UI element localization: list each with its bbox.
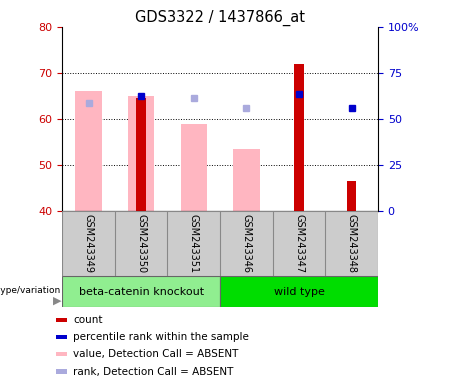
- Text: ▶: ▶: [53, 296, 61, 306]
- Bar: [128, 96, 154, 211]
- Bar: [56, 335, 66, 339]
- Bar: [62, 276, 220, 307]
- Text: GSM243346: GSM243346: [242, 214, 251, 273]
- Text: GSM243347: GSM243347: [294, 214, 304, 273]
- Text: wild type: wild type: [274, 287, 325, 297]
- Text: GSM243349: GSM243349: [83, 214, 94, 273]
- Bar: [76, 91, 102, 211]
- Text: percentile rank within the sample: percentile rank within the sample: [73, 332, 249, 342]
- Bar: [181, 124, 207, 211]
- Text: value, Detection Call = ABSENT: value, Detection Call = ABSENT: [73, 349, 239, 359]
- Text: rank, Detection Call = ABSENT: rank, Detection Call = ABSENT: [73, 366, 234, 377]
- Text: GSM243351: GSM243351: [189, 214, 199, 273]
- Bar: [56, 369, 66, 374]
- Text: genotype/variation: genotype/variation: [0, 286, 61, 295]
- Bar: [220, 276, 378, 307]
- Bar: [136, 98, 146, 211]
- Bar: [56, 318, 66, 322]
- Bar: [233, 149, 260, 211]
- Text: count: count: [73, 314, 103, 325]
- Text: GSM243350: GSM243350: [136, 214, 146, 273]
- Bar: [56, 352, 66, 356]
- Bar: [347, 181, 356, 211]
- Title: GDS3322 / 1437866_at: GDS3322 / 1437866_at: [135, 9, 305, 25]
- Text: beta-catenin knockout: beta-catenin knockout: [79, 287, 204, 297]
- Text: GSM243348: GSM243348: [347, 214, 357, 273]
- Bar: [294, 64, 304, 211]
